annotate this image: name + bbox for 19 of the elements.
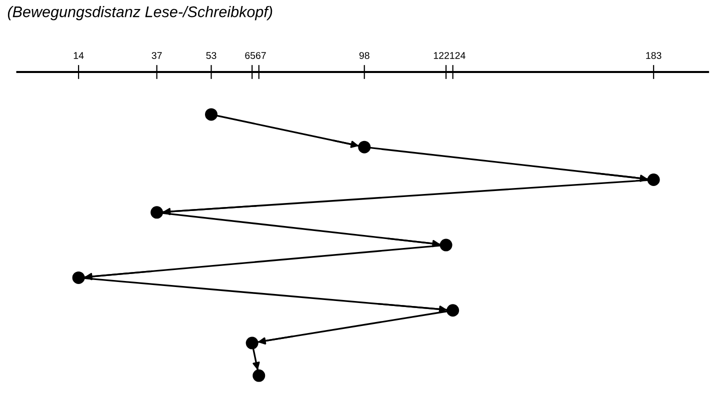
point (440, 238, 452, 252)
x-tick-label: 122 (434, 52, 449, 59)
x-tick-label: 183 (646, 52, 662, 59)
x-tick-label: 37 (152, 52, 162, 59)
point (150, 206, 164, 219)
point (205, 108, 218, 121)
x-tick-label: 124 (450, 52, 466, 59)
point (446, 304, 460, 317)
point (647, 174, 660, 186)
x-tick-label: 98 (359, 52, 370, 59)
point (252, 369, 266, 382)
x-tick-label: 53 (206, 52, 216, 59)
x-tick-label: 14 (74, 52, 84, 59)
point (246, 336, 258, 350)
chart-title: (Bewegungsdistanz Lese-/Schreibkopf) (8, 6, 272, 20)
x-tick-label: 65 (245, 52, 256, 59)
point (358, 140, 371, 154)
x-tick-label: 67 (256, 52, 266, 59)
point (72, 271, 85, 284)
